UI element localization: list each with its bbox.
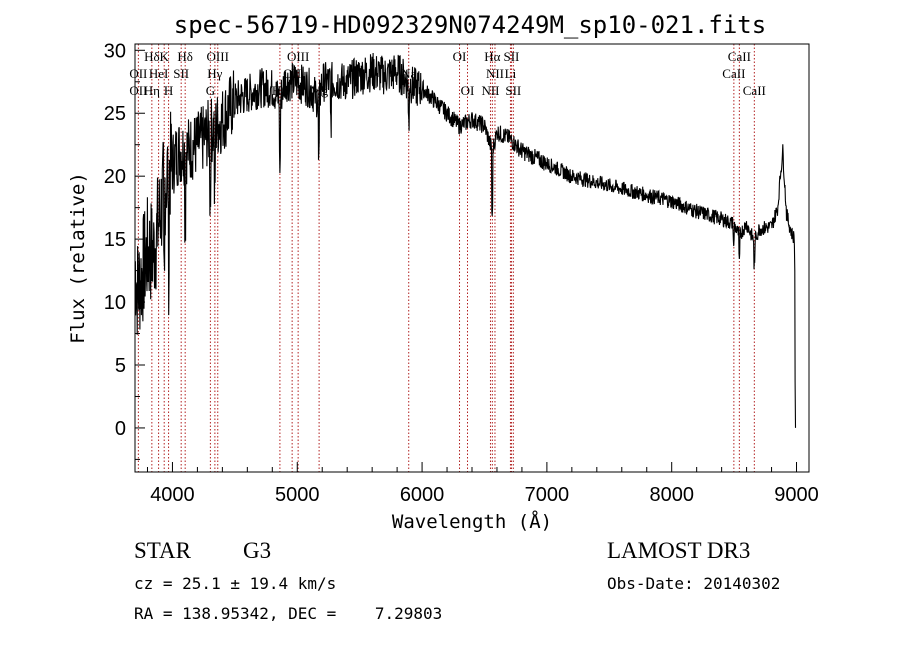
chart-title: spec-56719-HD092329N074249M_sp10-021.fit… bbox=[174, 11, 766, 39]
line-label: Mg bbox=[310, 83, 329, 98]
x-tick-label: 4000 bbox=[150, 484, 195, 506]
line-label: OII bbox=[129, 83, 147, 98]
object-subclass: G3 bbox=[243, 538, 272, 563]
y-tick-label: 25 bbox=[104, 103, 126, 125]
line-label: G bbox=[206, 83, 215, 98]
coordinates: RA = 138.95342, DEC = 7.29803 bbox=[134, 604, 443, 623]
line-label: CaII bbox=[722, 66, 745, 81]
x-tick-label: 9000 bbox=[774, 484, 819, 506]
line-label: SII bbox=[503, 49, 519, 64]
x-tick-label: 7000 bbox=[525, 484, 570, 506]
line-label: SII bbox=[173, 66, 189, 81]
y-tick-label: 10 bbox=[104, 292, 126, 314]
line-label: OII bbox=[129, 66, 147, 81]
y-tick-label: 20 bbox=[104, 166, 126, 188]
observation-date: Obs-Date: 20140302 bbox=[607, 574, 781, 593]
line-label: H bbox=[164, 83, 173, 98]
line-label: Li bbox=[505, 66, 517, 81]
line-label: Na bbox=[401, 66, 416, 81]
y-axis-ticks: 0 5 10 15 20 25 30 bbox=[104, 40, 145, 460]
y-tick-label: 0 bbox=[115, 418, 126, 440]
x-tick-label: 6000 bbox=[400, 484, 445, 506]
survey-name: LAMOST DR3 bbox=[607, 538, 751, 563]
line-label: Hβ bbox=[272, 83, 288, 98]
line-label: NII bbox=[481, 83, 499, 98]
y-axis-label: Flux (relative) bbox=[67, 172, 89, 344]
x-tick-label: 5000 bbox=[275, 484, 320, 506]
x-tick-label: 8000 bbox=[649, 484, 694, 506]
line-label: K bbox=[160, 49, 170, 64]
line-label: Hη bbox=[144, 83, 160, 98]
line-label: NII bbox=[486, 66, 504, 81]
x-axis-ticks: 4000 5000 6000 7000 8000 9000 bbox=[146, 462, 819, 506]
line-label: SII bbox=[505, 83, 521, 98]
line-label: HeI bbox=[149, 66, 169, 81]
line-label: CaII bbox=[743, 83, 766, 98]
line-label: Hα bbox=[484, 49, 500, 64]
line-label: Hδ bbox=[177, 49, 193, 64]
spectrum-line bbox=[134, 52, 797, 428]
plot-frame bbox=[134, 43, 810, 473]
line-label: Hδ bbox=[144, 49, 160, 64]
line-label: OI bbox=[461, 83, 475, 98]
line-label: OII bbox=[283, 66, 301, 81]
line-label: Hγ bbox=[207, 66, 222, 81]
redshift-velocity: cz = 25.1 ± 19.4 km/s bbox=[134, 574, 337, 593]
y-tick-label: 30 bbox=[104, 40, 126, 62]
line-label: OI bbox=[453, 49, 467, 64]
x-axis-label: Wavelength (Å) bbox=[392, 510, 552, 533]
y-tick-label: 5 bbox=[115, 355, 126, 377]
object-class: STAR bbox=[134, 538, 191, 563]
y-tick-label: 15 bbox=[104, 229, 126, 251]
line-label: OIII bbox=[287, 49, 309, 64]
line-label: CaII bbox=[728, 49, 751, 64]
line-label: OIII bbox=[207, 49, 229, 64]
